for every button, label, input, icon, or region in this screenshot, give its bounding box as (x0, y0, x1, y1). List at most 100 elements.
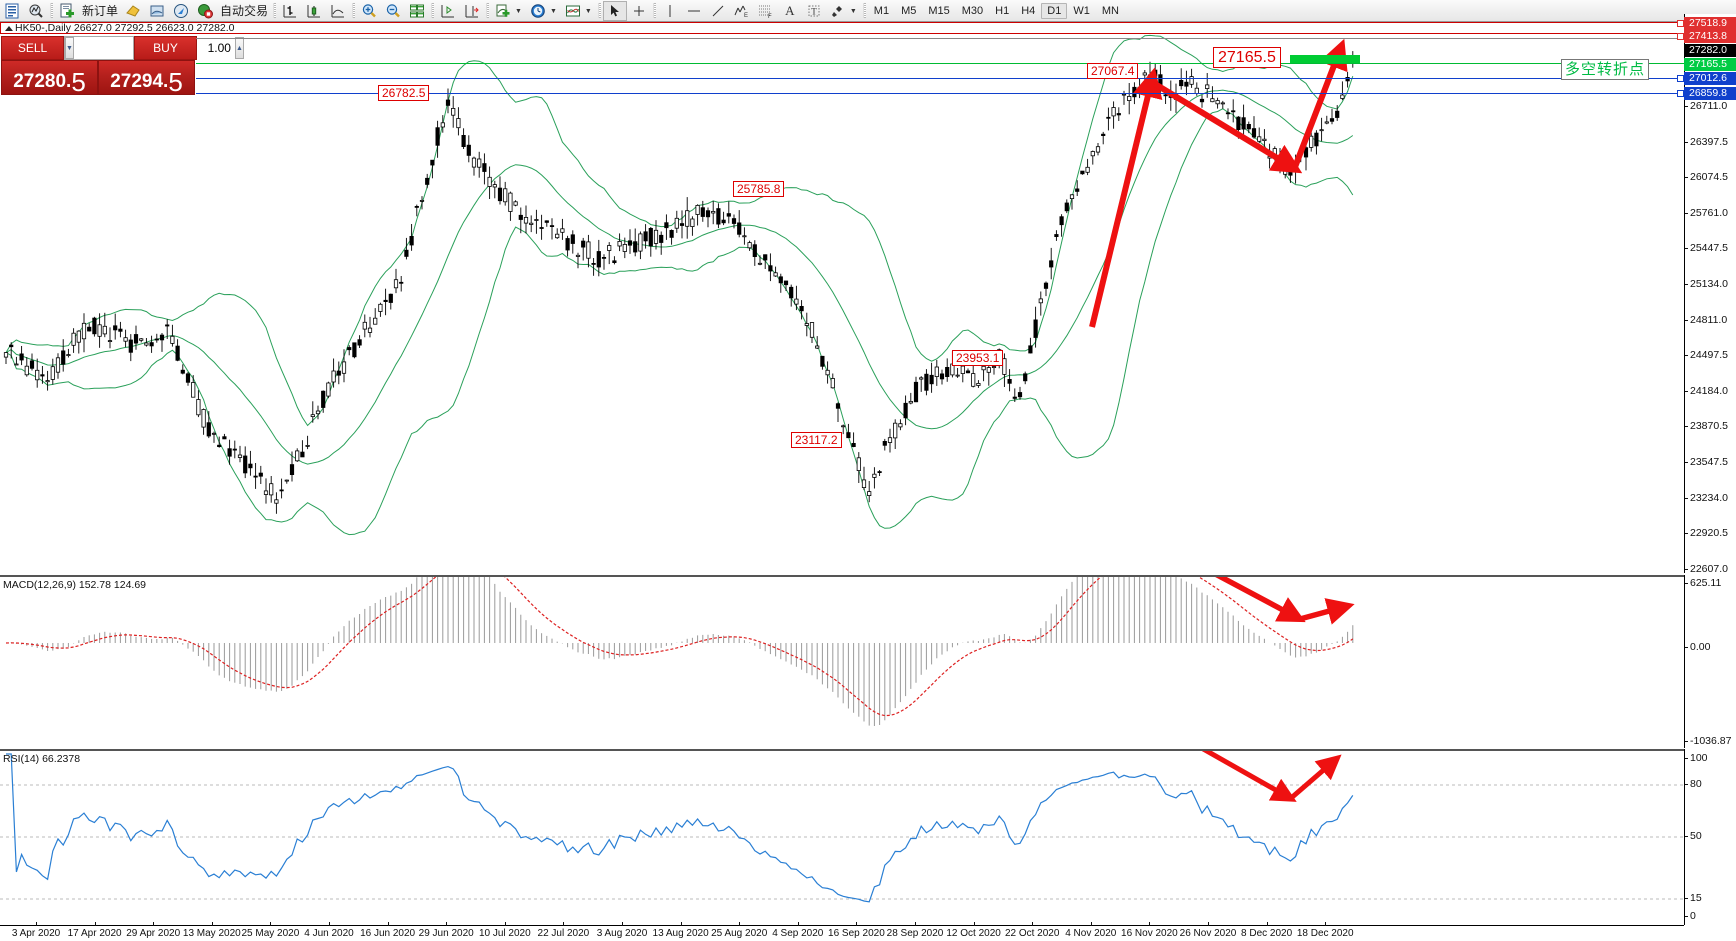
price-annotation-27165[interactable]: 27165.5 (1213, 47, 1281, 68)
text-label-icon[interactable]: A (785, 2, 795, 18)
autotrading-icon[interactable] (193, 1, 217, 21)
macd-axis-scale[interactable]: 625.11 0.00 -1036.87 (1684, 575, 1736, 748)
shapes-icon[interactable] (826, 1, 850, 21)
data-window-icon[interactable] (145, 1, 169, 21)
zoom-in-icon[interactable] (357, 1, 381, 21)
chart-shift-icon[interactable] (436, 1, 460, 21)
date-tick-mark (622, 922, 623, 926)
timeframe-group: M1 M5 M15 M30 H1 H4 D1 W1 MN (868, 2, 1125, 19)
date-tick-mark (387, 922, 389, 926)
zoom-out-icon[interactable] (381, 1, 405, 21)
price-annotation-25785[interactable]: 25785.8 (733, 181, 785, 197)
price-axis-scale[interactable]: 26711.0 26397.5 26074.5 25761.0 25447.5 25134… (1684, 14, 1736, 610)
price-level-handle-icon[interactable] (1677, 75, 1684, 82)
timeframe-button-m30[interactable]: M30 (961, 4, 984, 17)
market-watch-icon[interactable] (24, 1, 48, 21)
price-level-label[interactable]: 27413.8 (1677, 30, 1736, 43)
new-order-icon[interactable] (55, 1, 79, 21)
volume-decrease-icon[interactable]: ▼ (65, 37, 74, 59)
price-level-label[interactable]: 26859.8 (1677, 87, 1736, 100)
bar-chart-icon[interactable] (278, 1, 302, 21)
price-chart-canvas (3, 34, 1355, 536)
timeframe-button-m5[interactable]: M5 (901, 4, 917, 17)
rsi-indicator-pane[interactable]: RSI(14) 66.2378 (0, 749, 1684, 925)
new-order-label[interactable]: 新订单 (82, 4, 119, 18)
chart-expand-icon[interactable] (5, 26, 13, 31)
timeframe-button-w1[interactable]: W1 (1073, 4, 1090, 17)
elliott-wave-icon[interactable]: E (730, 1, 754, 21)
shapes-dropdown-caret-icon[interactable]: ▼ (849, 8, 857, 15)
price-chart-pane[interactable]: 26782.5 25785.8 23117.2 23953.1 27067.4 … (0, 34, 1684, 572)
text-icon[interactable]: T (802, 1, 826, 21)
price-level-label[interactable]: 27282.0 (1684, 44, 1736, 57)
line-chart-icon[interactable] (326, 1, 350, 21)
macd-label: MACD(12,26,9) 152.78 124.69 (3, 579, 147, 591)
svg-text:E: E (744, 13, 748, 19)
price-level-label[interactable]: 27518.9 (1677, 17, 1736, 30)
timeframe-button-h1[interactable]: H1 (995, 4, 1010, 17)
macd-signal-line (5, 577, 1354, 717)
volume-increase-icon[interactable]: ▲ (234, 37, 244, 59)
chart-title-bar[interactable]: HK50-,Daily 26627.0 27292.5 26623.0 2728… (0, 22, 1736, 34)
date-tick-mark (915, 922, 916, 926)
vertical-line-icon[interactable] (658, 1, 682, 21)
main-toolbar: 新订单 自动交易 (0, 0, 1736, 22)
cursor-icon[interactable] (602, 0, 627, 21)
candlestick-chart-icon[interactable] (302, 1, 326, 21)
indicators-dropdown-caret-icon[interactable]: ▼ (515, 8, 522, 15)
sell-button-header[interactable]: SELL (1, 36, 64, 60)
sell-price-button[interactable]: 27280 . 5 (1, 60, 98, 95)
buy-price-dot: . (163, 71, 169, 92)
timeframe-button-m15[interactable]: M15 (928, 4, 950, 17)
tile-windows-icon[interactable] (405, 1, 429, 21)
auto-scroll-icon[interactable] (460, 1, 484, 21)
timeframe-button-h4[interactable]: H4 (1021, 4, 1036, 17)
price-level-handle-icon[interactable] (1677, 20, 1684, 27)
macd-canvas (5, 577, 1354, 726)
trend-line-icon[interactable] (706, 1, 730, 21)
terminal-icon[interactable] (0, 1, 24, 21)
history-icon[interactable] (121, 1, 145, 21)
date-tick-label: 13 May 2020 (182, 928, 241, 939)
fibonacci-icon[interactable]: F (754, 1, 778, 21)
chinese-annotation-note[interactable]: 多空转折点 (1561, 59, 1650, 80)
price-level-label[interactable]: 27012.6 (1677, 72, 1736, 85)
timeframe-button-m1[interactable]: M1 (873, 4, 890, 17)
indicators-icon[interactable] (491, 1, 515, 21)
price-annotation-23953[interactable]: 23953.1 (952, 350, 1004, 366)
price-annotation-27067[interactable]: 27067.4 (1087, 63, 1139, 79)
timeframe-button-mn[interactable]: MN (1101, 4, 1119, 17)
volume-stepper[interactable]: ▼ ▲ (64, 36, 244, 60)
bollinger-middle-band (5, 89, 1354, 465)
date-tick-mark (153, 922, 155, 926)
one-click-trading-panel[interactable]: SELL ▼ ▲ BUY 27280 . 5 27294 . 5 (1, 36, 244, 95)
macd-indicator-pane[interactable]: MACD(12,26,9) 152.78 124.69 (0, 575, 1684, 747)
autotrading-label[interactable]: 自动交易 (220, 4, 269, 18)
timeframe-button-d1[interactable]: D1 (1041, 2, 1068, 19)
analysis-arrows-price (1089, 38, 1360, 328)
date-tick-label: 13 Aug 2020 (652, 928, 709, 939)
date-tick-label: 16 Nov 2020 (1121, 928, 1178, 939)
price-level-handle-icon[interactable] (1677, 90, 1684, 97)
rsi-axis-scale[interactable]: 100 80 50 15 0 (1684, 749, 1736, 925)
rsi-label: RSI(14) 66.2378 (3, 753, 81, 765)
templates-icon[interactable] (561, 1, 585, 21)
price-annotation-23117[interactable]: 23117.2 (791, 432, 842, 448)
price-annotation-26782[interactable]: 26782.5 (378, 85, 430, 101)
date-axis-scale[interactable]: 3 Apr 2020 17 Apr 2020 29 Apr 2020 13 May 2… (0, 922, 1684, 941)
templates-dropdown-caret-icon[interactable]: ▼ (584, 8, 592, 15)
date-tick-label: 29 Jun 2020 (418, 928, 474, 939)
buy-button-header[interactable]: BUY (134, 36, 197, 60)
navigator-icon[interactable] (169, 1, 193, 21)
date-tick-mark (329, 922, 330, 926)
date-tick-mark (1208, 922, 1209, 926)
buy-price-button[interactable]: 27294 . 5 (98, 60, 195, 95)
price-level-handle-icon[interactable] (1677, 33, 1684, 40)
crosshair-icon[interactable] (627, 1, 651, 21)
period-icon[interactable] (526, 1, 550, 21)
horizontal-line-icon[interactable] (682, 1, 706, 21)
period-dropdown-caret-icon[interactable]: ▼ (549, 8, 557, 15)
price-level-label[interactable]: 27165.5 (1684, 58, 1736, 71)
date-tick-mark (1325, 922, 1327, 926)
spread-line-gray (196, 38, 1684, 39)
